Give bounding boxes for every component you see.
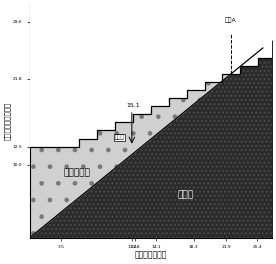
Text: 15.1: 15.1 — [126, 103, 140, 108]
Text: 新　金: 新 金 — [178, 191, 194, 200]
X-axis label: 賃　金（万円）: 賃 金（万円） — [134, 251, 167, 260]
Text: 固定池: 固定池 — [115, 135, 124, 140]
Polygon shape — [30, 4, 272, 147]
Text: 札幌A: 札幌A — [225, 18, 237, 23]
Text: 旧　年　金: 旧 年 金 — [64, 169, 91, 178]
Y-axis label: （万円）賃金・年金: （万円）賃金・年金 — [4, 102, 11, 140]
